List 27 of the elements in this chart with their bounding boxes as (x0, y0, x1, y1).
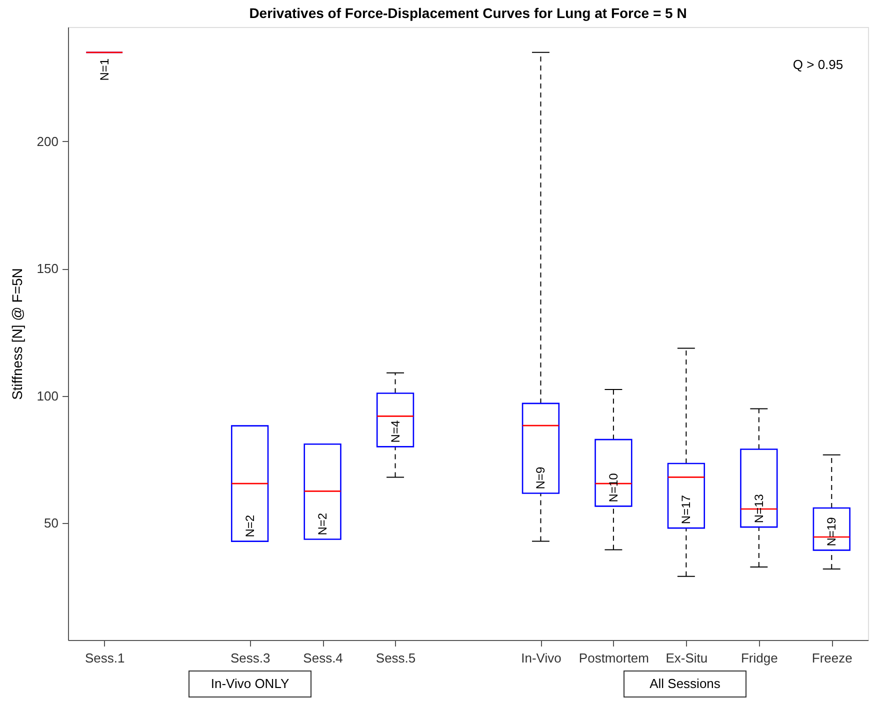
chart-title: Derivatives of Force-Displacement Curves for Lung at Force = 5 N (249, 5, 687, 21)
annotation: Q > 0.95 (792, 57, 844, 72)
annotation: N=4 (388, 420, 402, 443)
x-tick-label: Postmortem (578, 650, 649, 666)
x-tick-label: Fridge (740, 650, 778, 666)
annotation: N=1 (97, 58, 112, 81)
annotation: N=19 (824, 516, 839, 546)
x-tick-label: Freeze (812, 650, 852, 666)
y-tick-label: 100 (36, 388, 58, 404)
annotation: N=2 (242, 514, 257, 538)
annotation: N=10 (606, 472, 620, 502)
y-tick-label: 50 (44, 515, 58, 530)
annotation: N=17 (679, 494, 694, 524)
x-tick-label: Ex-Situ (666, 650, 708, 666)
text: All Sessions (650, 676, 721, 691)
y-axis-title: Stiffness [N] @ F=5N (8, 268, 25, 400)
x-tick-label: In-Vivo (521, 650, 562, 666)
y-tick-label: 200 (36, 134, 58, 149)
annotation: N=9 (534, 466, 548, 490)
x-tick-label: Sess.5 (376, 650, 416, 666)
x-tick-label: Sess.1 (84, 650, 125, 666)
x-tick-label: Sess.4 (303, 650, 343, 666)
x-tick-label: Sess.3 (230, 650, 270, 666)
y-tick-label: 150 (36, 261, 58, 276)
annotation: N=13 (752, 494, 766, 524)
annotation: N=2 (316, 512, 330, 536)
text: In-Vivo ONLY (210, 676, 290, 691)
